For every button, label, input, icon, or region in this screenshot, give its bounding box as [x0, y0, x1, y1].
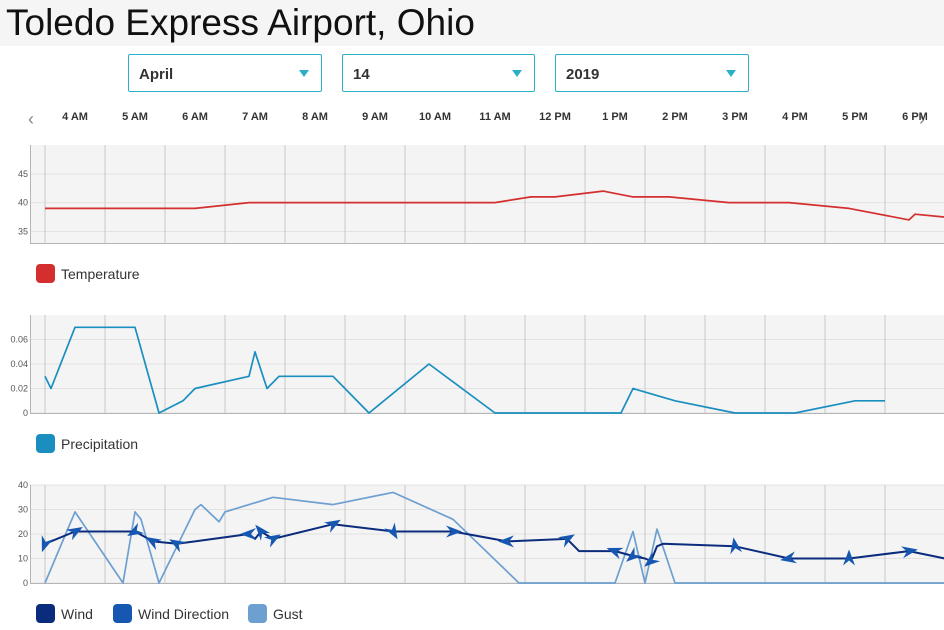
- y-tick-label: 10: [18, 554, 28, 564]
- wind-direction-arrow: [780, 551, 797, 564]
- hour-label: 6 AM: [182, 111, 208, 123]
- y-tick-label: 0.04: [10, 359, 28, 369]
- legend-label: Wind: [61, 606, 93, 622]
- y-tick-label: 0.06: [10, 335, 28, 345]
- gust-swatch: [248, 604, 267, 623]
- wind-direction-arrow: [323, 519, 341, 533]
- wind-direction-arrow: [255, 524, 271, 541]
- hour-label: 8 AM: [302, 111, 328, 123]
- title-bar: Toledo Express Airport, Ohio: [0, 0, 944, 46]
- plot-area: [30, 145, 944, 243]
- hour-label: 2 PM: [662, 111, 688, 123]
- wind-direction-arrow: [145, 536, 163, 551]
- hour-label: 5 PM: [842, 111, 868, 123]
- wind-direction-arrow: [901, 546, 918, 559]
- chevron-left-icon[interactable]: ‹: [28, 109, 34, 129]
- caret-down-icon: [512, 70, 522, 77]
- y-tick-label: 40: [18, 198, 28, 208]
- legend-label: Gust: [273, 606, 303, 622]
- wind-direction-arrow: [263, 534, 281, 548]
- hour-label: 4 AM: [62, 111, 88, 123]
- wind-direction-arrow: [41, 535, 54, 553]
- wind-direction-arrow: [498, 535, 514, 548]
- wind-direction-arrow: [730, 537, 743, 555]
- hour-label: 4 PM: [782, 111, 808, 123]
- wind-direction-arrow: [65, 527, 83, 541]
- hour-label: 5 AM: [122, 111, 148, 123]
- wind-direction-arrow: [606, 547, 624, 560]
- y-tick-label: 45: [18, 169, 28, 179]
- wind-legend: Wind Wind Direction Gust: [36, 603, 356, 625]
- wind-direction-arrow: [127, 522, 145, 536]
- hour-axis: ‹ › 4 AM 5 AM 6 AM 7 AM 8 AM 9 AM 10 AM 11 AM 12…: [0, 104, 944, 134]
- month-select[interactable]: April: [128, 54, 322, 92]
- wind-direction-arrow: [644, 551, 661, 567]
- y-tick-label: 35: [18, 226, 28, 236]
- temperature-swatch: [36, 264, 55, 283]
- chevron-right-icon[interactable]: ›: [919, 109, 925, 129]
- y-tick-label: 20: [18, 529, 28, 539]
- year-select[interactable]: 2019: [555, 54, 749, 92]
- hour-label: 1 PM: [602, 111, 628, 123]
- legend-label: Temperature: [61, 266, 140, 282]
- y-tick-label: 0: [23, 408, 28, 418]
- day-select[interactable]: 14: [342, 54, 535, 92]
- caret-down-icon: [726, 70, 736, 77]
- series-line-precipitation: [44, 326, 885, 414]
- month-select-value: April: [139, 66, 174, 83]
- hour-label: 12 PM: [539, 111, 571, 123]
- caret-down-icon: [299, 70, 309, 77]
- legend-label: Wind Direction: [138, 606, 230, 622]
- y-tick-label: 0: [23, 578, 28, 588]
- wind-direction-arrow: [384, 522, 398, 540]
- y-tick-label: 30: [18, 505, 28, 515]
- wind-direction-arrow: [240, 528, 256, 540]
- precipitation-swatch: [36, 434, 55, 453]
- hour-label: 7 AM: [242, 111, 268, 123]
- legend-label: Precipitation: [61, 436, 139, 452]
- series-line-gust: [44, 491, 944, 584]
- y-tick-label: 0.02: [10, 384, 28, 394]
- hour-label: 3 PM: [722, 111, 748, 123]
- wind-direction-swatch: [113, 604, 132, 623]
- hour-label: 9 AM: [362, 111, 388, 123]
- wind-direction-arrow: [169, 539, 187, 553]
- page-title: Toledo Express Airport, Ohio: [6, 2, 475, 43]
- wind-direction-arrow: [557, 534, 575, 548]
- hour-label: 6 PM: [902, 111, 928, 123]
- wind-direction-arrow: [446, 525, 462, 538]
- wind-swatch: [36, 604, 55, 623]
- y-tick-label: 40: [18, 480, 28, 490]
- hour-label: 11 AM: [479, 111, 511, 123]
- hour-label: 10 AM: [419, 111, 451, 123]
- series-line-temperature: [45, 190, 944, 221]
- year-select-value: 2019: [566, 66, 600, 83]
- day-select-value: 14: [353, 66, 370, 83]
- wind-direction-arrow: [843, 549, 855, 566]
- wind-direction-arrow: [626, 546, 643, 562]
